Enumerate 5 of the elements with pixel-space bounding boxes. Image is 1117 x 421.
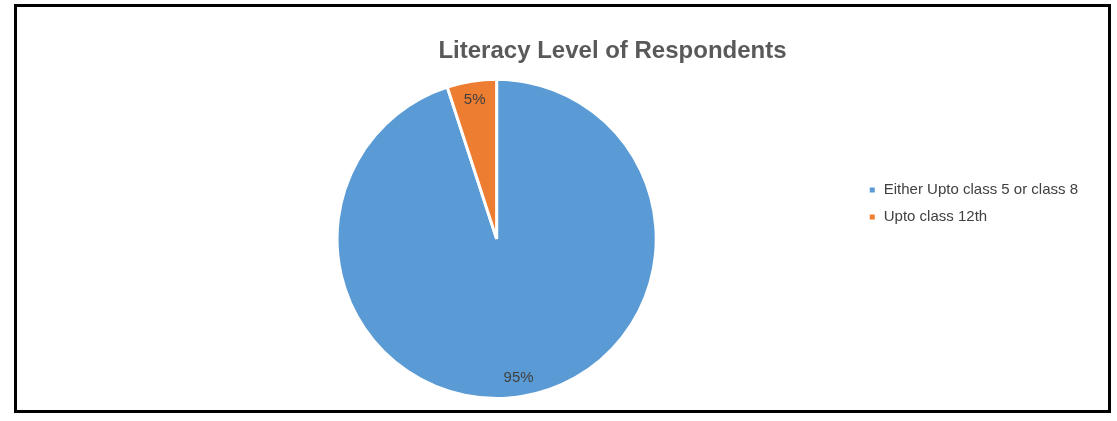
legend-label: Either Upto class 5 or class 8: [883, 180, 1078, 198]
legend-label: Upto class 12th: [883, 207, 988, 225]
chart-title: Literacy Level of Respondents: [438, 36, 787, 64]
data-label: 95%: [503, 367, 534, 385]
data-label: 5%: [463, 90, 486, 108]
